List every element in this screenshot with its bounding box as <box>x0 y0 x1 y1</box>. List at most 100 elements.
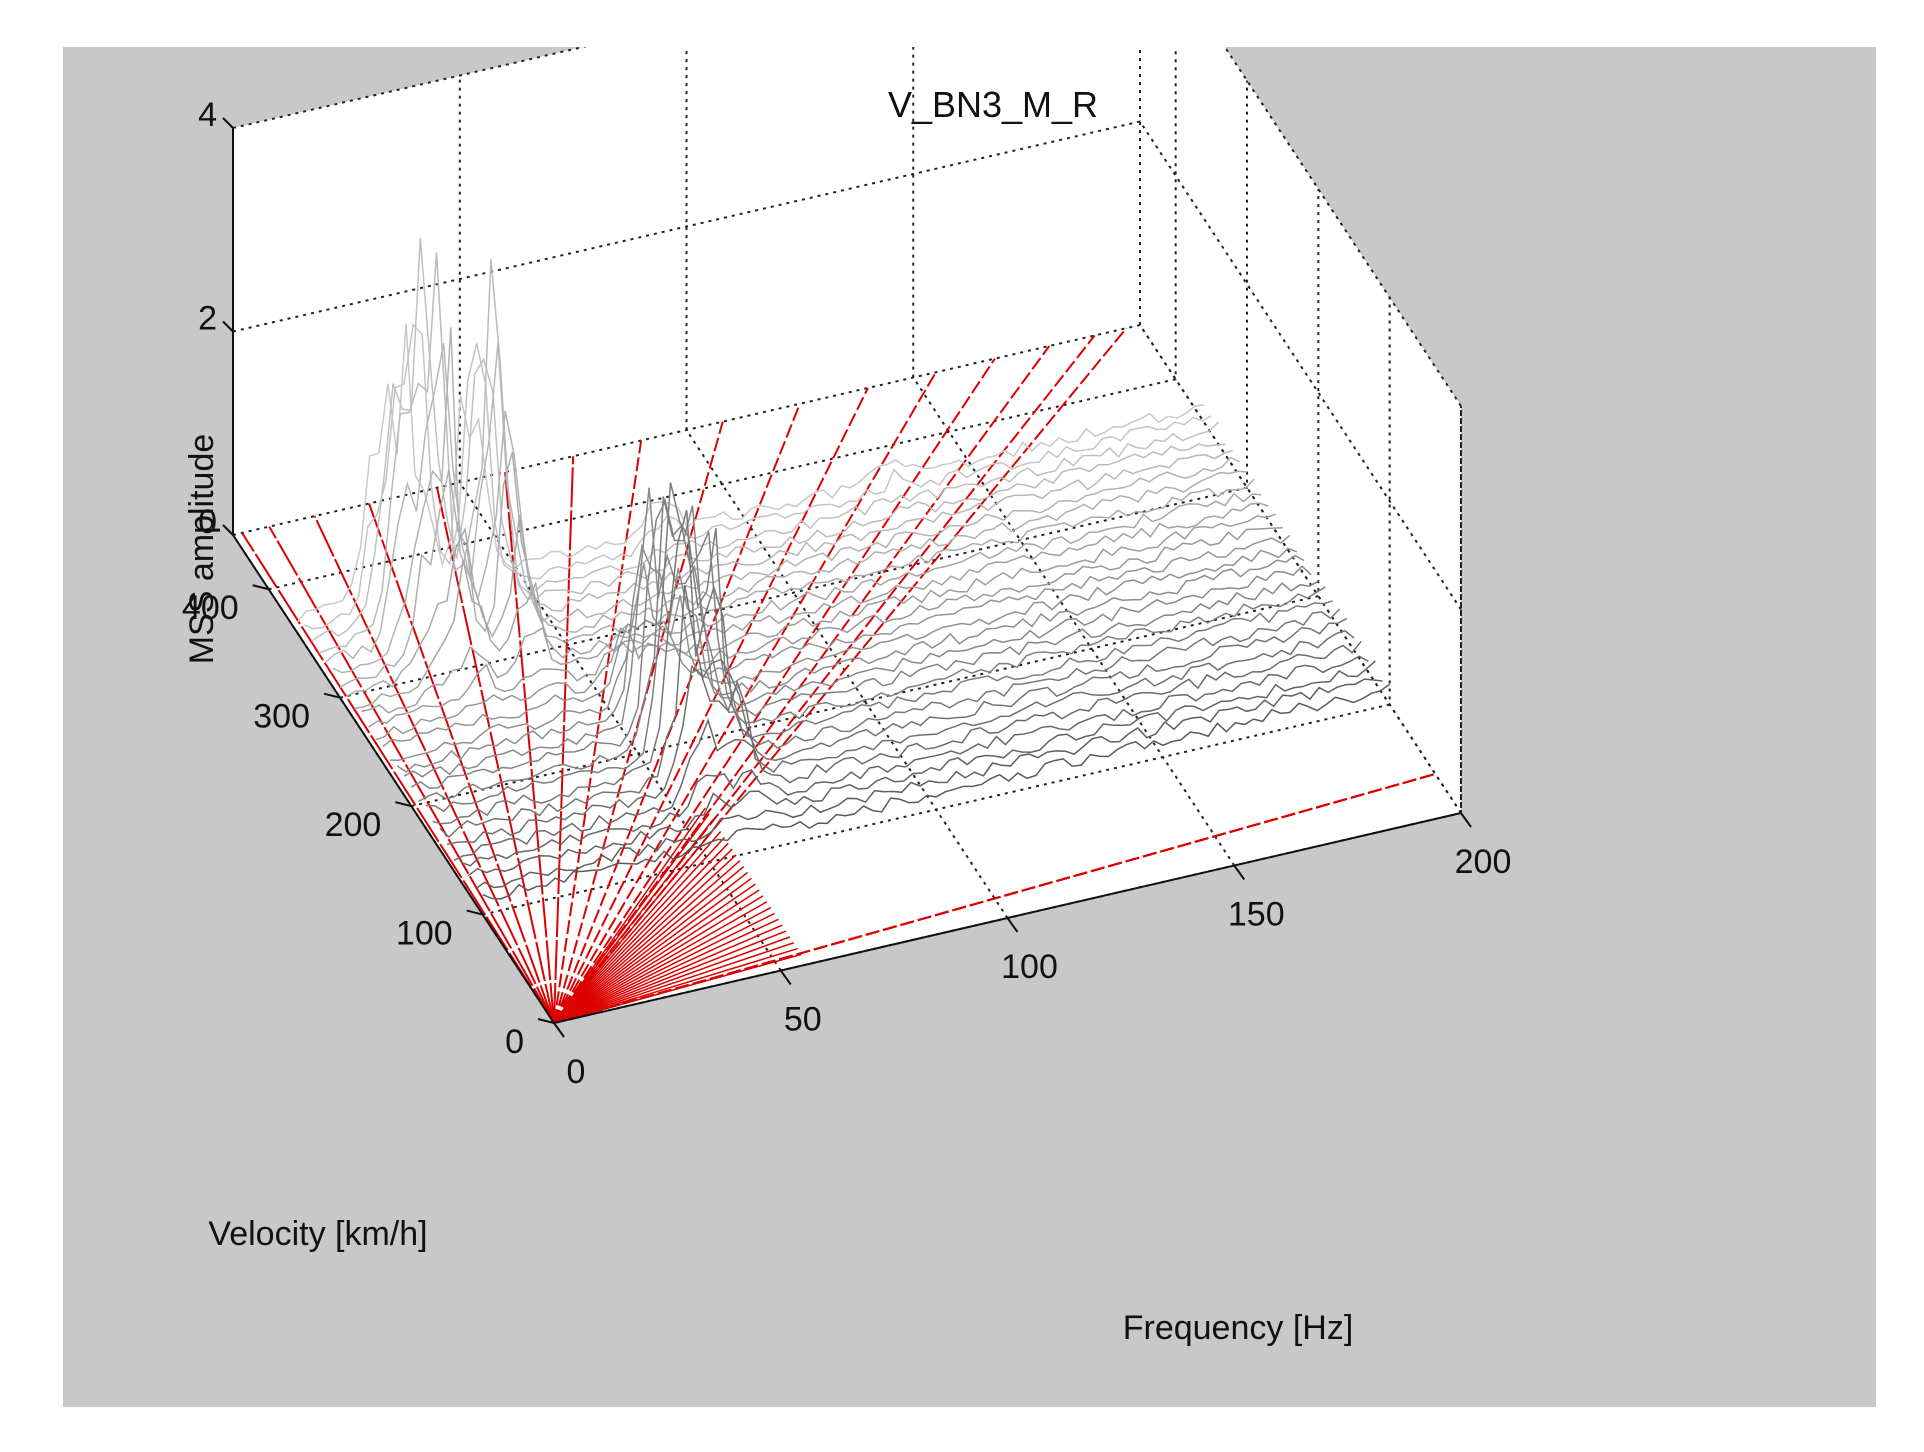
waterfall-slice <box>418 496 1326 803</box>
x-tick-mark <box>779 969 792 986</box>
order-line <box>553 772 1436 1024</box>
waterfall-slice <box>304 322 1212 630</box>
z-tick-label: 2 <box>198 300 217 338</box>
z-tick-mark <box>222 320 234 333</box>
y-tick-label: 0 <box>505 1023 524 1061</box>
order-line <box>553 358 996 1024</box>
waterfall-slice <box>311 237 1219 642</box>
order-line-dense <box>553 877 752 1024</box>
order-line-dense <box>553 901 768 1024</box>
y-tick-mark <box>323 692 341 699</box>
order-line-dense <box>553 889 760 1024</box>
z-tick-label: 0 <box>198 503 217 541</box>
y-tick-mark <box>466 909 483 916</box>
y-tick-label: 400 <box>182 589 239 627</box>
waterfall-slice <box>439 584 1348 838</box>
waterfall-slice <box>361 502 1269 714</box>
order-line <box>553 456 575 1024</box>
x-tick-label: 0 <box>567 1053 586 1091</box>
z-axis-label: MSS amplitude <box>183 434 221 665</box>
grid-line-amplitude <box>232 120 1462 611</box>
order-line-dense <box>553 836 726 1024</box>
waterfall-plot: V_BN3_M_R MSS amplitude Velocity [km/h] … <box>182 47 1512 1347</box>
y-tick-label: 200 <box>325 806 382 844</box>
order-line <box>241 532 555 1024</box>
waterfall-slice <box>318 252 1226 654</box>
waterfall-slice <box>325 342 1233 663</box>
order-line <box>368 503 555 1024</box>
z-tick-labels: 0 2 4 <box>198 96 234 541</box>
y-tick-mark <box>252 584 269 591</box>
waterfall-slice <box>467 660 1376 877</box>
waterfall-slice <box>354 492 1262 710</box>
order-line-dense <box>553 866 745 1024</box>
waterfall-slice <box>432 510 1341 825</box>
x-tick-mark <box>1006 917 1019 933</box>
order-line-dense <box>553 895 764 1024</box>
y-tick-mark <box>537 1018 555 1024</box>
grid-line-velocity <box>411 189 1320 808</box>
order-line-dense <box>553 854 737 1024</box>
z-tick-mark <box>222 117 234 129</box>
x-tick-labels: 0 50 100 150 200 <box>553 812 1512 1091</box>
order-line-dense <box>553 860 741 1024</box>
order-line-dense <box>553 819 714 1024</box>
order-line-dense <box>553 830 722 1024</box>
z-tick-label: 4 <box>198 96 217 134</box>
order-lines <box>241 327 1436 1024</box>
x-axis-label: Frequency [Hz] <box>1123 1309 1354 1347</box>
waterfall-slice <box>396 543 1305 773</box>
order-line <box>553 345 1051 1024</box>
order-line-dense <box>553 842 729 1024</box>
order-line-dense <box>553 807 706 1024</box>
waterfall-slice <box>410 498 1319 790</box>
axes-floor <box>233 325 1461 1023</box>
order-line-dense <box>553 936 791 1024</box>
order-line-dense <box>553 912 775 1024</box>
y-tick-label: 300 <box>253 698 310 736</box>
waterfall-slice <box>461 655 1369 867</box>
order-line-dense <box>553 883 756 1024</box>
waterfall-slice <box>339 451 1248 688</box>
x-tick-mark <box>1460 812 1472 828</box>
axes-side-wall <box>1140 47 1461 813</box>
y-axis-line <box>232 534 555 1024</box>
order-line-dense <box>553 813 710 1024</box>
y-axis-label: Velocity [km/h] <box>208 1215 427 1253</box>
waterfall-slice <box>482 683 1391 900</box>
order-line-dense <box>553 918 779 1024</box>
waterfall-slice <box>296 323 1205 623</box>
waterfall-slice <box>389 547 1298 762</box>
waterfall-slice <box>475 678 1383 890</box>
figure-background: V_BN3_M_R MSS amplitude Velocity [km/h] … <box>63 47 1876 1407</box>
order-line <box>553 387 869 1024</box>
order-line-dense <box>553 942 795 1024</box>
waterfall-slice <box>382 534 1291 748</box>
order-line-dense <box>553 947 798 1024</box>
x-tick-label: 100 <box>1001 948 1058 986</box>
order-line-dense <box>553 906 772 1024</box>
y-tick-mark <box>395 801 412 808</box>
chart-title: V_BN3_M_R <box>888 84 1098 125</box>
order-line <box>553 403 801 1024</box>
x-tick-mark <box>553 1022 565 1038</box>
y-tick-label: 100 <box>396 915 453 953</box>
waterfall-slice <box>375 527 1283 741</box>
x-tick-label: 50 <box>784 1001 822 1039</box>
order-line <box>553 440 643 1024</box>
x-tick-mark <box>1233 864 1246 881</box>
waterfall-slice <box>453 640 1362 861</box>
order-line-dense <box>553 871 749 1024</box>
z-tick-mark <box>222 524 234 536</box>
order-line-dense <box>553 924 783 1024</box>
x-tick-label: 200 <box>1455 843 1512 881</box>
waterfall-slice <box>346 478 1255 697</box>
waterfall-slice <box>332 327 1241 674</box>
order-line-dense <box>553 825 718 1024</box>
grid-line-velocity <box>268 47 1177 591</box>
order-line-dense <box>553 953 802 1024</box>
order-line-dense <box>553 930 787 1024</box>
waterfall-slices <box>296 237 1391 900</box>
waterfall-slice <box>403 487 1312 778</box>
grid-line-amplitude <box>232 47 1462 407</box>
